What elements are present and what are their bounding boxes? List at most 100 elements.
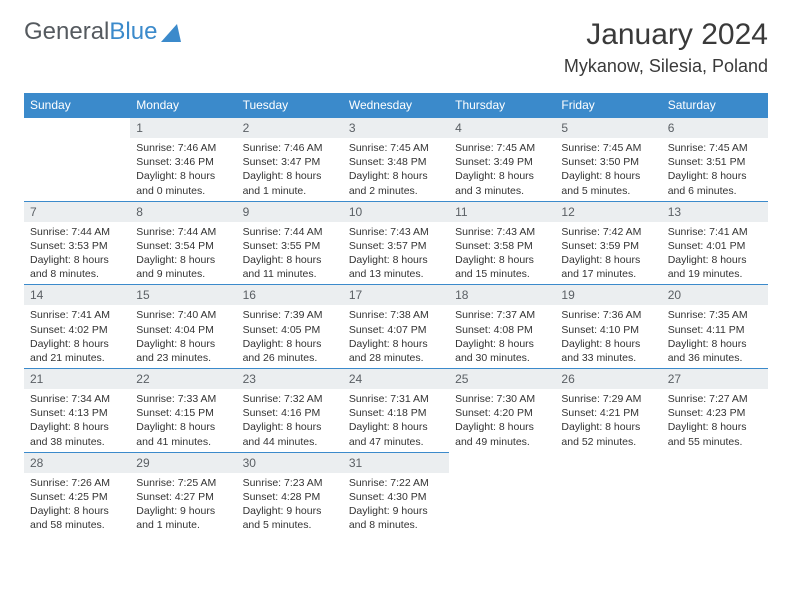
day-data: Sunrise: 7:29 AMSunset: 4:21 PMDaylight:… — [555, 389, 661, 452]
day-data: Sunrise: 7:23 AMSunset: 4:28 PMDaylight:… — [237, 473, 343, 536]
sunrise-text: Sunrise: 7:41 AM — [30, 308, 124, 322]
calendar-empty-cell — [555, 452, 661, 535]
daylight-line1: Daylight: 8 hours — [455, 420, 549, 434]
sunrise-text: Sunrise: 7:25 AM — [136, 476, 230, 490]
calendar-week-row: 14Sunrise: 7:41 AMSunset: 4:02 PMDayligh… — [24, 285, 768, 369]
sunset-text: Sunset: 4:07 PM — [349, 323, 443, 337]
daylight-line2: and 21 minutes. — [30, 351, 124, 365]
day-data: Sunrise: 7:27 AMSunset: 4:23 PMDaylight:… — [662, 389, 768, 452]
daylight-line1: Daylight: 8 hours — [243, 169, 337, 183]
calendar-day-cell: 20Sunrise: 7:35 AMSunset: 4:11 PMDayligh… — [662, 285, 768, 369]
calendar-day-cell: 31Sunrise: 7:22 AMSunset: 4:30 PMDayligh… — [343, 452, 449, 535]
sunrise-text: Sunrise: 7:26 AM — [30, 476, 124, 490]
sunrise-text: Sunrise: 7:46 AM — [243, 141, 337, 155]
day-number: 21 — [24, 369, 130, 389]
day-data: Sunrise: 7:44 AMSunset: 3:54 PMDaylight:… — [130, 222, 236, 285]
daylight-line1: Daylight: 8 hours — [561, 169, 655, 183]
daylight-line1: Daylight: 8 hours — [243, 253, 337, 267]
day-number: 28 — [24, 453, 130, 473]
day-number: 16 — [237, 285, 343, 305]
daylight-line2: and 58 minutes. — [30, 518, 124, 532]
day-number: 29 — [130, 453, 236, 473]
brand-part2: Blue — [109, 18, 157, 45]
weekday-header: Wednesday — [343, 93, 449, 118]
calendar-day-cell: 19 Sunrise: 7:36 AMSunset: 4:10 PMDayligh… — [555, 285, 661, 369]
sunrise-text: Sunrise: 7:29 AM — [561, 392, 655, 406]
calendar-week-row: 21Sunrise: 7:34 AMSunset: 4:13 PMDayligh… — [24, 369, 768, 453]
day-data: Sunrise: 7:45 AMSunset: 3:48 PMDaylight:… — [343, 138, 449, 201]
calendar-week-row: 28Sunrise: 7:26 AMSunset: 4:25 PMDayligh… — [24, 452, 768, 535]
day-number: 12 — [555, 202, 661, 222]
day-data: Sunrise: 7:41 AMSunset: 4:01 PMDaylight:… — [662, 222, 768, 285]
daylight-line1: Daylight: 8 hours — [243, 337, 337, 351]
logo-triangle-icon — [161, 22, 187, 42]
daylight-line2: and 28 minutes. — [349, 351, 443, 365]
sunset-text: Sunset: 4:05 PM — [243, 323, 337, 337]
daylight-line1: Daylight: 8 hours — [349, 169, 443, 183]
sunset-text: Sunset: 4:11 PM — [668, 323, 762, 337]
page-header: GeneralBlue January 2024 Mykanow, Silesi… — [24, 18, 768, 77]
daylight-line1: Daylight: 8 hours — [561, 337, 655, 351]
day-number: 23 — [237, 369, 343, 389]
day-number: 31 — [343, 453, 449, 473]
day-data: Sunrise: 7:25 AMSunset: 4:27 PMDaylight:… — [130, 473, 236, 536]
sunrise-text: Sunrise: 7:44 AM — [243, 225, 337, 239]
day-data: Sunrise: 7:41 AMSunset: 4:02 PMDaylight:… — [24, 305, 130, 368]
calendar-day-cell: 8Sunrise: 7:44 AMSunset: 3:54 PMDaylight… — [130, 201, 236, 285]
day-data: Sunrise: 7:31 AMSunset: 4:18 PMDaylight:… — [343, 389, 449, 452]
daylight-line1: Daylight: 8 hours — [561, 253, 655, 267]
calendar-day-cell: 14Sunrise: 7:41 AMSunset: 4:02 PMDayligh… — [24, 285, 130, 369]
daylight-line2: and 23 minutes. — [136, 351, 230, 365]
day-data: Sunrise: 7:34 AMSunset: 4:13 PMDaylight:… — [24, 389, 130, 452]
weekday-header-row: SundayMondayTuesdayWednesdayThursdayFrid… — [24, 93, 768, 118]
day-data: Sunrise: 7:43 AMSunset: 3:57 PMDaylight:… — [343, 222, 449, 285]
weekday-header: Sunday — [24, 93, 130, 118]
sunset-text: Sunset: 3:58 PM — [455, 239, 549, 253]
daylight-line1: Daylight: 8 hours — [455, 337, 549, 351]
day-data: Sunrise: 7:44 AMSunset: 3:53 PMDaylight:… — [24, 222, 130, 285]
day-number: 6 — [662, 118, 768, 138]
daylight-line2: and 6 minutes. — [668, 184, 762, 198]
day-data: Sunrise: 7:38 AMSunset: 4:07 PMDaylight:… — [343, 305, 449, 368]
daylight-line1: Daylight: 8 hours — [668, 253, 762, 267]
daylight-line2: and 3 minutes. — [455, 184, 549, 198]
day-number: 17 — [343, 285, 449, 305]
day-number: 27 — [662, 369, 768, 389]
calendar-day-cell: 18Sunrise: 7:37 AMSunset: 4:08 PMDayligh… — [449, 285, 555, 369]
calendar-day-cell: 10Sunrise: 7:43 AMSunset: 3:57 PMDayligh… — [343, 201, 449, 285]
daylight-line2: and 33 minutes. — [561, 351, 655, 365]
daylight-line2: and 5 minutes. — [243, 518, 337, 532]
sunrise-text: Sunrise: 7:42 AM — [561, 225, 655, 239]
day-number: 4 — [449, 118, 555, 138]
daylight-line2: and 0 minutes. — [136, 184, 230, 198]
calendar-day-cell: 7Sunrise: 7:44 AMSunset: 3:53 PMDaylight… — [24, 201, 130, 285]
sunrise-text: Sunrise: 7:39 AM — [243, 308, 337, 322]
day-number: 19 — [555, 285, 661, 305]
sunset-text: Sunset: 4:28 PM — [243, 490, 337, 504]
sunset-text: Sunset: 3:51 PM — [668, 155, 762, 169]
sunset-text: Sunset: 4:25 PM — [30, 490, 124, 504]
sunrise-text: Sunrise: 7:44 AM — [30, 225, 124, 239]
sunset-text: Sunset: 4:10 PM — [561, 323, 655, 337]
daylight-line1: Daylight: 8 hours — [349, 253, 443, 267]
calendar-day-cell: 16 Sunrise: 7:39 AMSunset: 4:05 PMDayligh… — [237, 285, 343, 369]
day-data: Sunrise: 7:22 AMSunset: 4:30 PMDaylight:… — [343, 473, 449, 536]
sunset-text: Sunset: 3:55 PM — [243, 239, 337, 253]
title-block: January 2024 Mykanow, Silesia, Poland — [564, 18, 768, 77]
daylight-line2: and 17 minutes. — [561, 267, 655, 281]
daylight-line2: and 13 minutes. — [349, 267, 443, 281]
sunrise-text: Sunrise: 7:23 AM — [243, 476, 337, 490]
sunset-text: Sunset: 3:47 PM — [243, 155, 337, 169]
calendar-empty-cell — [24, 118, 130, 202]
sunset-text: Sunset: 4:16 PM — [243, 406, 337, 420]
sunrise-text: Sunrise: 7:36 AM — [561, 308, 655, 322]
sunset-text: Sunset: 3:53 PM — [30, 239, 124, 253]
calendar-day-cell: 5Sunrise: 7:45 AMSunset: 3:50 PMDaylight… — [555, 118, 661, 202]
calendar-day-cell: 30Sunrise: 7:23 AMSunset: 4:28 PMDayligh… — [237, 452, 343, 535]
sunset-text: Sunset: 4:08 PM — [455, 323, 549, 337]
day-number: 15 — [130, 285, 236, 305]
daylight-line2: and 36 minutes. — [668, 351, 762, 365]
sunset-text: Sunset: 4:18 PM — [349, 406, 443, 420]
sunset-text: Sunset: 3:48 PM — [349, 155, 443, 169]
month-title: January 2024 — [564, 18, 768, 52]
